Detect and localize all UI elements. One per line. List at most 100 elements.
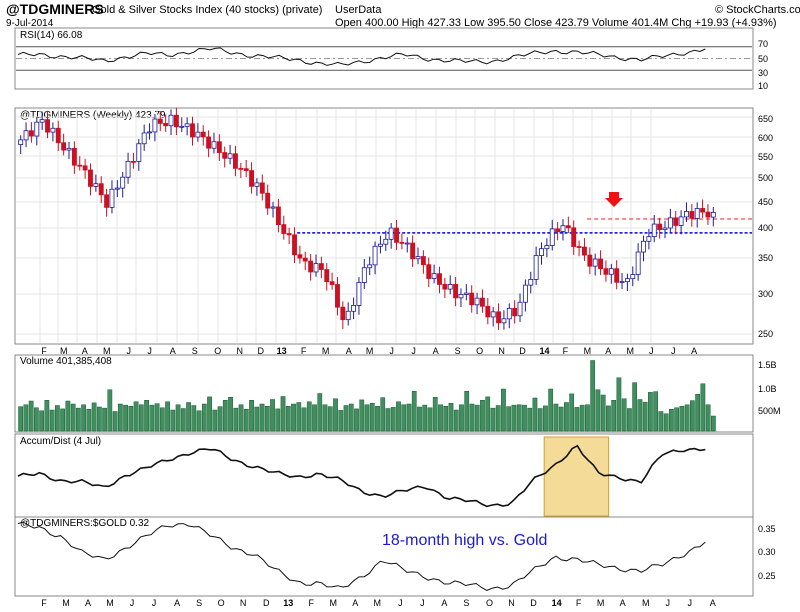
volume-bar <box>527 407 533 432</box>
candle <box>657 217 663 239</box>
candle <box>114 180 120 198</box>
chart-gridlines <box>16 109 752 343</box>
candle-body <box>624 278 630 283</box>
month-tick: A <box>691 346 697 356</box>
candle <box>136 139 142 171</box>
price-tick-350: 350 <box>758 253 773 263</box>
volume-bar <box>600 394 606 432</box>
candle-body <box>399 241 405 244</box>
month-tick: D <box>519 346 526 356</box>
month-tick: S <box>455 346 461 356</box>
candle-body <box>603 268 609 275</box>
candle <box>474 292 480 315</box>
month-tick: N <box>240 598 247 608</box>
month-tick: 14 <box>539 346 549 356</box>
candle <box>297 245 303 264</box>
price-tick-400: 400 <box>758 223 773 233</box>
candle <box>689 204 695 227</box>
candle <box>34 116 40 146</box>
candle <box>308 253 314 281</box>
month-tick: M <box>60 346 68 356</box>
candle <box>388 222 394 249</box>
volume-bar <box>453 409 459 432</box>
candle <box>463 284 469 301</box>
candle <box>399 233 405 250</box>
candle <box>345 302 351 326</box>
candle <box>324 262 330 291</box>
month-tick: M <box>322 346 330 356</box>
candle-body <box>404 242 410 245</box>
candle-body <box>281 224 287 234</box>
month-tick: O <box>476 346 483 356</box>
candle-body <box>335 284 340 308</box>
candle-body <box>549 228 555 246</box>
candle-body <box>651 223 657 238</box>
candle-body <box>211 141 217 149</box>
candle <box>66 141 72 160</box>
candle-body <box>394 227 399 243</box>
volume-bar <box>411 391 417 432</box>
candle-body <box>147 131 152 134</box>
volume-bar <box>543 405 548 432</box>
rsi-tick-10: 10 <box>758 81 768 91</box>
candle-body <box>614 268 620 283</box>
candle-body <box>490 311 496 318</box>
month-tick: F <box>309 598 315 608</box>
price-tick-650: 650 <box>758 114 773 124</box>
month-tick: F <box>41 346 47 356</box>
candle <box>603 260 609 282</box>
volume-bar <box>33 407 39 432</box>
candle-body <box>619 281 625 284</box>
candle-body <box>254 182 260 187</box>
candle-body <box>259 182 265 194</box>
candle-body <box>377 243 383 247</box>
volume-bar <box>306 401 312 432</box>
volume-bar <box>186 402 191 432</box>
candle-body <box>351 305 357 312</box>
volume-bar <box>280 396 286 432</box>
candle-body <box>184 123 190 127</box>
candle <box>394 220 399 251</box>
candle <box>512 300 518 324</box>
price-tick-450: 450 <box>758 197 773 207</box>
candle <box>539 242 544 265</box>
volume-bar <box>123 404 128 432</box>
price-tick-500: 500 <box>758 173 773 183</box>
volume-bar <box>364 404 370 432</box>
candle-body <box>286 233 292 236</box>
volume-bar <box>65 400 71 432</box>
price-tick-300: 300 <box>758 289 773 299</box>
month-tick: J <box>126 346 131 356</box>
candle <box>233 145 238 177</box>
month-tick: A <box>82 346 88 356</box>
candle <box>517 293 523 322</box>
candle-body <box>18 139 24 145</box>
candle <box>582 238 587 261</box>
candle-body <box>410 242 416 260</box>
price-series <box>18 107 752 330</box>
volume-bar <box>516 404 522 432</box>
candle-body <box>23 130 29 141</box>
ratio-tick-0.35: 0.35 <box>758 524 776 534</box>
volume-bar <box>480 400 485 432</box>
volume-bar <box>632 382 638 432</box>
candle-body <box>673 217 679 226</box>
volume-bar <box>558 406 564 432</box>
month-tick: N <box>508 598 515 608</box>
volume-bar <box>18 406 23 432</box>
candle-body <box>372 245 378 266</box>
volume-bar <box>354 408 359 432</box>
x-axis-bottom: F M A M J J A S O N D 13 F M A M J J A S O N D 14 F M A M J J A <box>41 598 716 608</box>
candle-body <box>453 284 459 299</box>
volume-bar <box>663 413 669 432</box>
volume-bar <box>112 411 118 432</box>
candle <box>351 297 357 320</box>
candle <box>367 256 373 276</box>
candle-body <box>630 274 636 280</box>
candle <box>431 264 437 284</box>
candle <box>630 266 636 287</box>
volume-bar <box>548 388 554 432</box>
candle <box>506 303 512 329</box>
month-tick: A <box>174 598 180 608</box>
candle <box>667 208 673 233</box>
